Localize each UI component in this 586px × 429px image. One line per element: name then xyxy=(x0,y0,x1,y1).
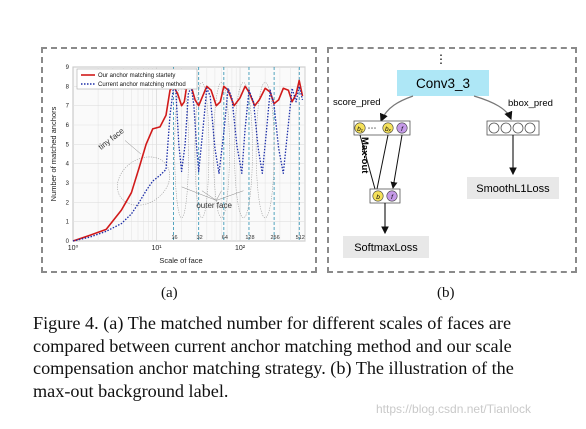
y-tick-label: 3 xyxy=(66,181,70,187)
cell-bx xyxy=(382,122,394,134)
panel-a-chart-frame: 16 32 64 128 256 512 0 1 2 3 4 5 6 7 8 9 10⁰ 10¹ 10² Scale… xyxy=(41,47,317,273)
svg-text:f: f xyxy=(391,194,394,201)
annotation-leader xyxy=(124,140,142,155)
conv-to-bbox-arrow xyxy=(473,95,513,121)
y-tick-label: 8 xyxy=(66,84,70,90)
smoothl1-box: SmoothL1Loss xyxy=(467,177,559,199)
maxout-line-1 xyxy=(359,134,376,190)
legend-label: Our anchor matching startety xyxy=(98,73,175,79)
y-tick-label: 9 xyxy=(66,65,70,71)
conv-label: Conv3_3 xyxy=(416,76,470,91)
cell-b1 xyxy=(354,122,366,134)
maxout-diagram: ⋮ Conv3_3 score_pred bbox_pred b₁ ⋯ bₓ f xyxy=(333,52,559,258)
svg-text:f: f xyxy=(401,126,404,133)
caption-line: max-out background label. xyxy=(33,380,229,401)
matched-anchors-chart: 16 32 64 128 256 512 0 1 2 3 4 5 6 7 8 9 10⁰ 10¹ 10² Scale… xyxy=(49,65,306,265)
annotation-leader xyxy=(181,186,217,201)
annotation-leader xyxy=(216,190,244,201)
highlight-ellipse xyxy=(234,82,253,219)
x-axis-label: Scale of face xyxy=(159,256,202,265)
anchor-scale-label: 16 xyxy=(171,235,177,241)
sublabel-b: (b) xyxy=(437,285,455,301)
sublabel-a: (a) xyxy=(161,285,178,301)
anchor-scale-label: 256 xyxy=(271,235,280,241)
caption-line: Figure 4. (a) The matched number for dif… xyxy=(33,313,512,333)
y-tick-label: 5 xyxy=(66,142,70,148)
x-tick-label: 10⁰ xyxy=(68,244,79,252)
anchor-scale-label: 512 xyxy=(296,235,305,241)
legend-label: Current anchor matching method xyxy=(98,82,186,88)
annotation-leader xyxy=(216,190,222,201)
annotation-outer-face: outer face xyxy=(196,201,232,210)
bbox-pred-label: bbox_pred xyxy=(508,98,553,109)
highlight-ellipse xyxy=(174,82,189,219)
x-tick-label: 10¹ xyxy=(151,245,162,252)
svg-text:b₁: b₁ xyxy=(357,126,363,133)
anchor-scale-label: 128 xyxy=(245,235,254,241)
figure-caption: Figure 4. (a) The matched number for dif… xyxy=(33,312,578,402)
highlight-ellipse xyxy=(194,82,210,219)
y-tick-label: 7 xyxy=(66,104,70,110)
f-pass-arrow xyxy=(390,134,403,189)
y-tick-label: 1 xyxy=(66,220,70,226)
maxout-label: Max-out xyxy=(359,137,370,174)
highlight-ellipse xyxy=(255,82,275,219)
legend-box xyxy=(76,68,198,90)
series-line-ours xyxy=(72,79,304,242)
x-tick-label: 10² xyxy=(235,245,246,252)
softmax-box: SoftmaxLoss xyxy=(343,236,429,258)
anchor-scale-label: 32 xyxy=(197,235,203,241)
highlight-ellipse xyxy=(213,82,230,219)
anchor-scale-label: 64 xyxy=(222,235,228,241)
y-tick-label: 4 xyxy=(66,162,70,168)
plot-area xyxy=(72,66,306,242)
y-tick-label: 2 xyxy=(66,200,70,206)
y-axis-label: Number of matched anchors xyxy=(49,106,58,201)
svg-text:bₓ: bₓ xyxy=(385,126,392,133)
annotation-leader xyxy=(201,190,217,201)
maxout-line-2 xyxy=(376,134,389,190)
bbox-pred-cells xyxy=(486,120,540,136)
cell-f xyxy=(396,122,408,134)
conv-to-score-arrow xyxy=(379,95,414,123)
merged-cells: b f xyxy=(369,188,401,204)
smoothl1-label: SmoothL1Loss xyxy=(476,183,550,195)
conv-box: Conv3_3 xyxy=(397,70,489,96)
caption-line: compared between current anchor matching… xyxy=(33,335,512,356)
y-tick-label: 6 xyxy=(66,123,70,129)
watermark: https://blog.csdn.net/Tianlock xyxy=(376,402,531,416)
panel-b-diagram-frame: ⋮ Conv3_3 score_pred bbox_pred b₁ ⋯ bₓ f xyxy=(327,47,577,273)
svg-text:b: b xyxy=(376,194,380,201)
cell-ellipsis: ⋯ xyxy=(368,123,377,133)
score-pred-cells: b₁ ⋯ bₓ f xyxy=(353,120,411,136)
score-pred-label: score_pred xyxy=(333,97,381,108)
caption-line: compensation anchor matching strategy. (… xyxy=(33,358,514,378)
y-tick-label: 0 xyxy=(66,239,70,245)
series-line-current xyxy=(72,85,304,242)
softmax-label: SoftmaxLoss xyxy=(354,242,418,254)
vertical-dots-icon: ⋮ xyxy=(435,52,447,66)
